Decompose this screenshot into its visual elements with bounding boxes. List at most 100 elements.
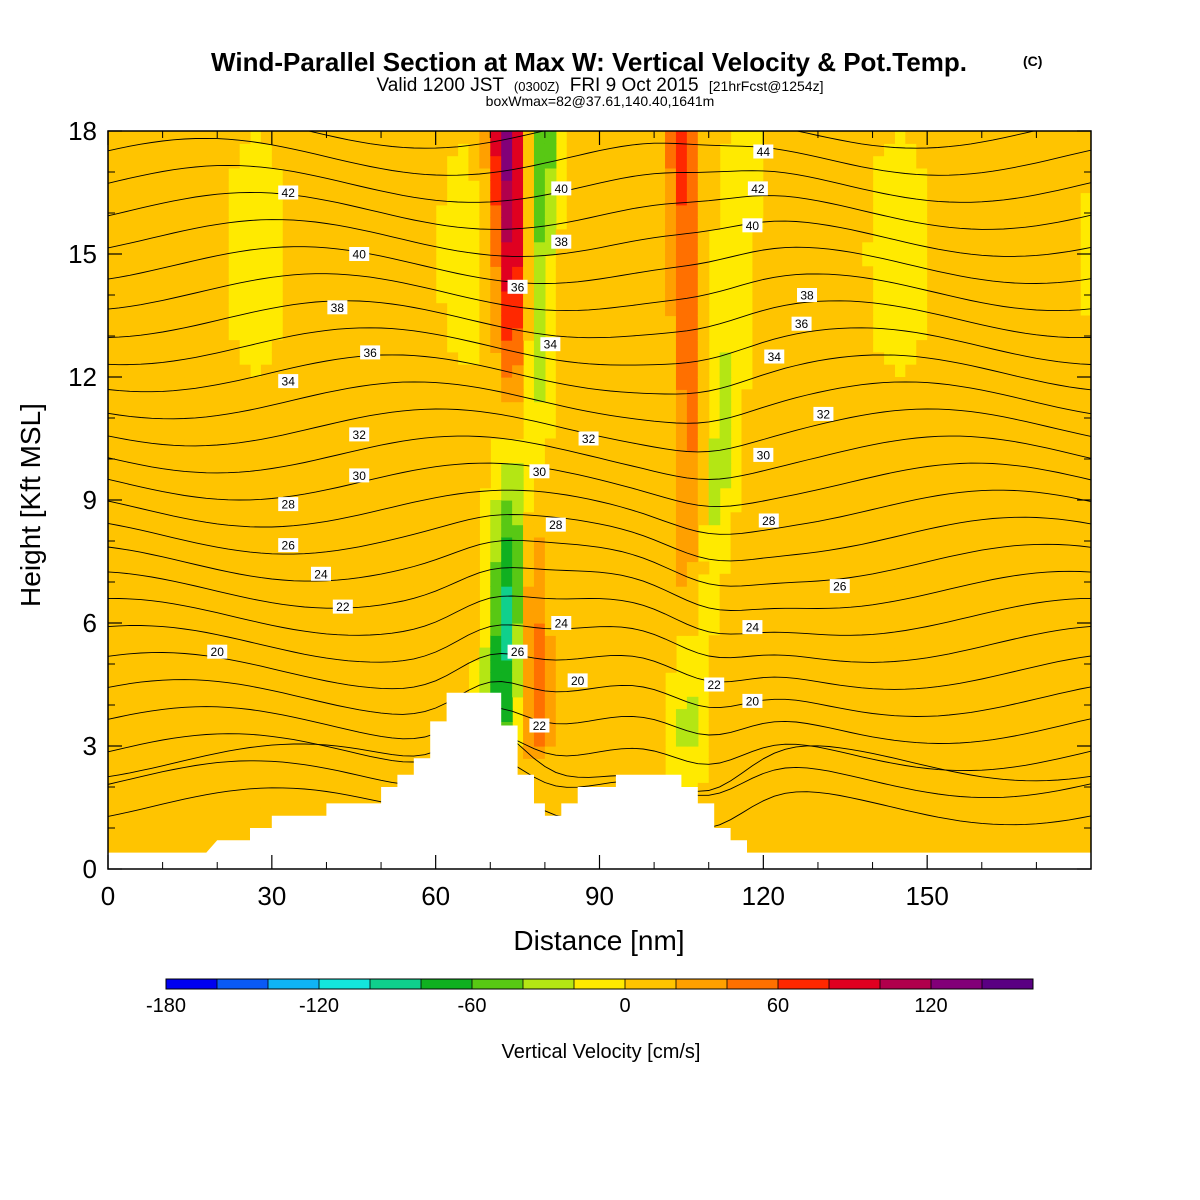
velocity-cell xyxy=(282,549,295,563)
velocity-cell xyxy=(1003,598,1016,612)
velocity-cell xyxy=(981,450,994,464)
velocity-cell xyxy=(599,598,612,612)
velocity-cell xyxy=(282,143,295,157)
velocity-cell xyxy=(949,586,961,599)
contour-label: 34 xyxy=(764,349,785,364)
velocity-cell xyxy=(315,204,328,218)
velocity-cell xyxy=(675,364,688,378)
velocity-cell xyxy=(807,487,819,501)
velocity-cell xyxy=(304,180,317,194)
velocity-cell xyxy=(719,647,732,661)
velocity-cell xyxy=(872,684,885,698)
velocity-cell xyxy=(446,536,459,550)
velocity-cell xyxy=(1036,377,1048,390)
theta-contour xyxy=(108,219,1091,257)
velocity-cell xyxy=(599,709,612,722)
velocity-cell xyxy=(697,229,710,243)
velocity-cell xyxy=(1003,721,1016,735)
velocity-cell xyxy=(129,389,142,403)
velocity-cell xyxy=(249,610,262,624)
velocity-cell xyxy=(381,217,393,230)
velocity-cell xyxy=(108,672,120,686)
velocity-cell xyxy=(643,204,655,218)
velocity-cell xyxy=(730,512,743,526)
velocity-cell xyxy=(959,647,972,661)
velocity-cell xyxy=(118,450,131,464)
velocity-cell xyxy=(708,746,721,759)
velocity-cell xyxy=(129,684,142,698)
velocity-cell xyxy=(610,377,622,390)
velocity-cell xyxy=(381,180,393,194)
velocity-cell xyxy=(938,659,950,673)
velocity-cell xyxy=(1047,364,1059,378)
velocity-cell xyxy=(555,352,568,366)
velocity-cell xyxy=(665,254,677,267)
velocity-cell xyxy=(217,463,229,476)
velocity-cell xyxy=(1036,303,1048,317)
velocity-cell xyxy=(566,155,579,169)
velocity-cell xyxy=(665,266,677,280)
velocity-cell xyxy=(621,549,633,563)
velocity-cell xyxy=(544,180,557,194)
velocity-cell xyxy=(1069,696,1081,710)
velocity-cell xyxy=(304,155,317,169)
velocity-cell xyxy=(839,131,852,144)
velocity-cell xyxy=(599,684,612,698)
velocity-cell xyxy=(446,463,459,476)
velocity-cell xyxy=(905,819,917,833)
velocity-cell xyxy=(665,290,677,304)
velocity-cell xyxy=(588,623,601,636)
velocity-cell xyxy=(359,598,371,612)
velocity-cell xyxy=(457,426,470,440)
velocity-cell xyxy=(686,463,699,476)
velocity-cell xyxy=(151,278,164,292)
velocity-cell xyxy=(260,782,273,796)
velocity-cell xyxy=(555,647,568,661)
velocity-cell xyxy=(817,155,830,169)
velocity-cell xyxy=(610,278,622,292)
velocity-cell xyxy=(992,807,1005,821)
velocity-cell xyxy=(1036,217,1048,230)
velocity-cell xyxy=(151,832,164,845)
velocity-cell xyxy=(807,155,819,169)
velocity-cell xyxy=(490,254,502,267)
velocity-cell xyxy=(665,315,677,329)
velocity-cell xyxy=(315,229,328,243)
velocity-cell xyxy=(970,192,983,206)
velocity-cell xyxy=(151,413,164,427)
velocity-cell xyxy=(949,536,961,550)
velocity-cell xyxy=(817,536,830,550)
velocity-cell xyxy=(151,327,164,341)
velocity-cell xyxy=(992,623,1005,636)
velocity-cell xyxy=(381,512,393,526)
velocity-cell xyxy=(544,204,557,218)
velocity-cell xyxy=(1014,426,1027,440)
velocity-cell xyxy=(577,561,590,575)
velocity-cell xyxy=(643,352,655,366)
velocity-cell xyxy=(938,549,950,563)
velocity-cell xyxy=(872,647,885,661)
velocity-cell xyxy=(872,832,885,845)
velocity-cell xyxy=(850,229,863,243)
velocity-cell xyxy=(621,155,633,169)
velocity-cell xyxy=(817,844,830,858)
valid-time-line: Valid 1200 JST (0300Z) FRI 9 Oct 2015 [2… xyxy=(377,75,824,96)
velocity-cell xyxy=(512,475,524,489)
velocity-cell xyxy=(1003,647,1016,661)
velocity-cell xyxy=(1047,192,1059,206)
velocity-cell xyxy=(129,696,142,710)
velocity-cell xyxy=(239,647,251,661)
velocity-cell xyxy=(905,659,917,673)
velocity-cell xyxy=(927,746,939,759)
velocity-cell xyxy=(949,721,961,735)
velocity-cell xyxy=(523,647,535,661)
velocity-cell xyxy=(370,278,382,292)
velocity-cell xyxy=(501,266,513,280)
velocity-cell xyxy=(413,192,426,206)
velocity-cell xyxy=(140,573,153,587)
velocity-cell xyxy=(326,623,338,636)
velocity-cell xyxy=(1003,709,1016,722)
velocity-cell xyxy=(992,500,1005,513)
velocity-cell xyxy=(533,647,546,661)
velocity-cell xyxy=(763,844,775,858)
